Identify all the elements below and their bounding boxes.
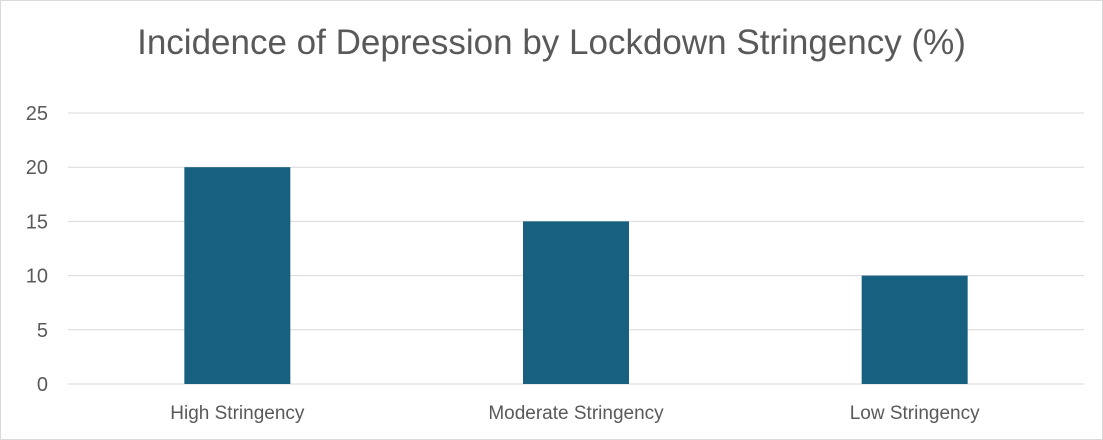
x-axis-categories: High Stringency Moderate Stringency Low St… bbox=[170, 403, 980, 424]
y-tick-label: 15 bbox=[26, 211, 48, 233]
y-tick-label: 5 bbox=[37, 320, 48, 342]
x-category-label: High Stringency bbox=[170, 403, 305, 424]
y-axis-ticks: 0 5 10 15 20 25 bbox=[26, 103, 48, 396]
chart-title: Incidence of Depression by Lockdown Stri… bbox=[137, 23, 966, 62]
bar-high-stringency bbox=[184, 167, 291, 384]
bar-moderate-stringency bbox=[523, 221, 629, 384]
x-category-label: Low Stringency bbox=[850, 403, 980, 424]
y-tick-label: 0 bbox=[37, 374, 48, 396]
bar-low-stringency bbox=[861, 275, 968, 384]
x-category-label: Moderate Stringency bbox=[488, 403, 664, 424]
y-tick-label: 20 bbox=[26, 157, 48, 179]
y-tick-label: 25 bbox=[26, 103, 48, 125]
bars bbox=[184, 167, 968, 384]
y-tick-label: 10 bbox=[26, 266, 48, 288]
